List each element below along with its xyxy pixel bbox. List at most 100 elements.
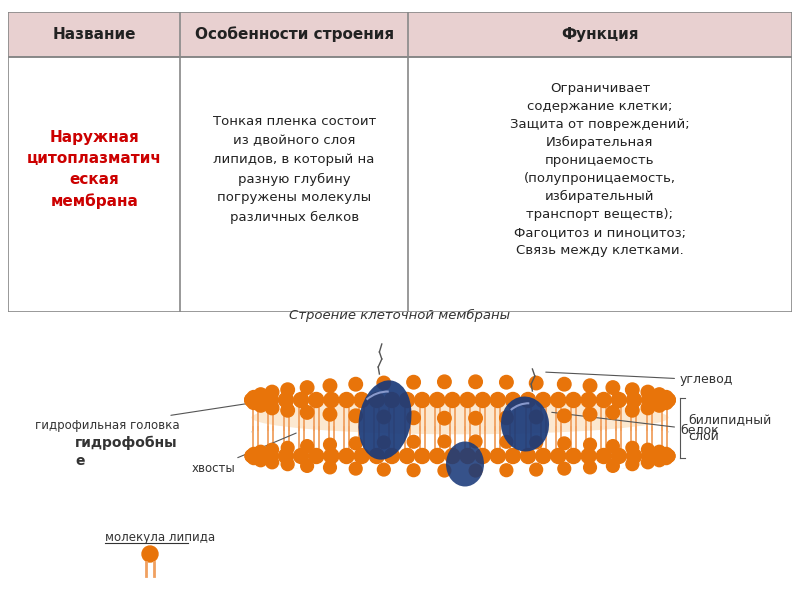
- Circle shape: [662, 449, 675, 463]
- Circle shape: [530, 436, 542, 449]
- Circle shape: [490, 392, 506, 407]
- Circle shape: [263, 449, 278, 463]
- Circle shape: [430, 449, 445, 463]
- Circle shape: [377, 376, 390, 390]
- Circle shape: [653, 388, 666, 401]
- Circle shape: [626, 442, 638, 454]
- Circle shape: [294, 449, 309, 463]
- Circle shape: [254, 454, 267, 467]
- Circle shape: [378, 436, 390, 449]
- Text: Наружная
цитоплазматич
еская
мембрана: Наружная цитоплазматич еская мембрана: [27, 130, 162, 209]
- Circle shape: [611, 449, 626, 463]
- Circle shape: [641, 401, 654, 415]
- Circle shape: [659, 396, 673, 409]
- Text: билипидный
слой: билипидный слой: [688, 413, 771, 443]
- Circle shape: [657, 392, 672, 407]
- Circle shape: [438, 464, 450, 477]
- Circle shape: [438, 435, 450, 448]
- Circle shape: [583, 379, 597, 392]
- Circle shape: [584, 438, 597, 451]
- Circle shape: [247, 396, 261, 409]
- Text: гидрофильная головка: гидрофильная головка: [35, 398, 281, 431]
- Circle shape: [558, 377, 571, 391]
- Circle shape: [266, 385, 279, 399]
- Circle shape: [281, 404, 294, 417]
- Circle shape: [407, 464, 420, 476]
- Circle shape: [324, 449, 339, 463]
- Circle shape: [245, 449, 258, 463]
- Circle shape: [309, 449, 324, 463]
- Circle shape: [254, 388, 267, 401]
- Text: Название: Название: [53, 27, 136, 42]
- Circle shape: [469, 375, 482, 389]
- Circle shape: [438, 412, 451, 425]
- Circle shape: [662, 449, 675, 463]
- Text: Строение клеточной мембраны: Строение клеточной мембраны: [290, 309, 510, 322]
- Circle shape: [301, 460, 314, 472]
- Circle shape: [445, 449, 460, 463]
- Circle shape: [254, 445, 267, 458]
- Circle shape: [350, 437, 362, 450]
- Circle shape: [551, 392, 566, 407]
- Circle shape: [377, 410, 390, 424]
- Circle shape: [558, 409, 571, 422]
- Circle shape: [294, 392, 309, 407]
- Circle shape: [584, 461, 597, 474]
- Circle shape: [581, 392, 596, 407]
- Circle shape: [370, 449, 384, 463]
- Circle shape: [470, 435, 482, 448]
- Circle shape: [263, 392, 278, 407]
- Circle shape: [407, 436, 420, 448]
- Circle shape: [399, 449, 414, 463]
- Circle shape: [606, 381, 620, 394]
- Text: белок: белок: [552, 412, 718, 437]
- Circle shape: [653, 454, 666, 467]
- Circle shape: [142, 546, 158, 562]
- Text: Тонкая пленка состоит
из двойного слоя
липидов, в который на
разную глубину
погр: Тонкая пленка состоит из двойного слоя л…: [213, 115, 376, 224]
- Circle shape: [278, 449, 294, 463]
- Bar: [8, 12, 792, 57]
- Circle shape: [407, 376, 420, 389]
- Circle shape: [521, 392, 535, 407]
- Circle shape: [266, 401, 279, 415]
- Circle shape: [282, 458, 294, 470]
- Circle shape: [399, 392, 414, 407]
- Circle shape: [596, 392, 611, 407]
- Circle shape: [460, 449, 475, 463]
- Circle shape: [500, 411, 513, 425]
- Circle shape: [626, 383, 639, 397]
- Circle shape: [660, 448, 673, 460]
- Circle shape: [475, 392, 490, 407]
- Circle shape: [245, 449, 258, 463]
- Circle shape: [642, 449, 657, 463]
- Circle shape: [626, 458, 638, 470]
- Circle shape: [558, 437, 570, 450]
- Circle shape: [323, 379, 337, 392]
- Circle shape: [566, 392, 581, 407]
- Circle shape: [558, 462, 570, 475]
- Text: хвосты: хвосты: [191, 433, 296, 475]
- Circle shape: [247, 391, 261, 404]
- Circle shape: [247, 448, 260, 460]
- Text: Функция: Функция: [561, 27, 638, 42]
- Circle shape: [324, 392, 339, 407]
- Circle shape: [500, 464, 513, 476]
- Circle shape: [378, 463, 390, 476]
- Circle shape: [626, 449, 642, 463]
- Circle shape: [300, 406, 314, 419]
- Ellipse shape: [446, 442, 484, 487]
- Circle shape: [475, 449, 490, 463]
- Circle shape: [611, 392, 626, 407]
- Ellipse shape: [251, 425, 669, 479]
- Circle shape: [500, 376, 513, 389]
- Circle shape: [354, 449, 369, 463]
- Circle shape: [530, 410, 543, 424]
- Circle shape: [339, 392, 354, 407]
- Circle shape: [438, 375, 451, 389]
- Circle shape: [309, 392, 324, 407]
- Circle shape: [500, 436, 513, 448]
- Circle shape: [662, 393, 675, 407]
- Text: гидрофобны
е: гидрофобны е: [75, 436, 178, 469]
- Text: Ограничивает
содержание клетки;
Защита от повреждений;
Избирательная
проницаемос: Ограничивает содержание клетки; Защита о…: [510, 82, 690, 257]
- Circle shape: [606, 440, 619, 452]
